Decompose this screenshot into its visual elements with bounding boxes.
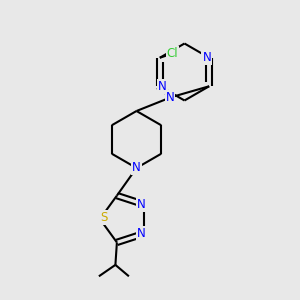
Text: Cl: Cl [167,47,178,60]
Text: N: N [137,227,146,240]
Text: N: N [202,51,211,64]
Text: N: N [166,91,174,103]
Text: N: N [137,198,146,211]
Text: S: S [100,211,107,224]
Text: N: N [132,161,141,175]
Text: N: N [158,80,167,93]
